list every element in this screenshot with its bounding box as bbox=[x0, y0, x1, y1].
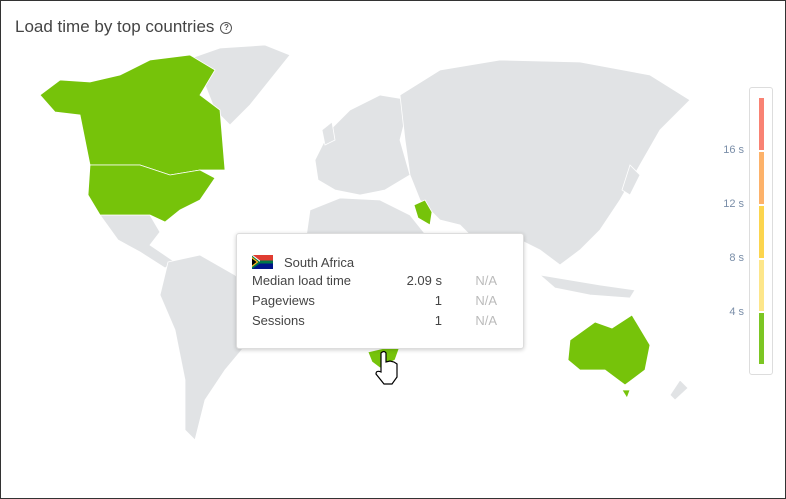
tooltip-row: Sessions 1 N/A bbox=[252, 313, 512, 331]
row-value: 1 bbox=[434, 313, 442, 328]
color-scale-legend bbox=[749, 87, 773, 375]
legend-tick: 12 s bbox=[723, 198, 744, 210]
row-compare: N/A bbox=[475, 273, 497, 288]
tooltip-row: Median load time 2.09 s N/A bbox=[252, 273, 512, 291]
indonesia[interactable] bbox=[538, 274, 636, 299]
country-tooltip: South Africa Median load time 2.09 s N/A P… bbox=[236, 233, 524, 349]
canada-alaska[interactable] bbox=[39, 54, 226, 176]
uk[interactable] bbox=[321, 121, 336, 146]
widget-title: Load time by top countries? bbox=[15, 17, 233, 37]
legend-tick: 4 s bbox=[729, 306, 744, 318]
iraq[interactable] bbox=[413, 199, 433, 226]
south-africa-flag-icon bbox=[252, 255, 273, 269]
tooltip-country: South Africa bbox=[284, 255, 355, 270]
row-compare: N/A bbox=[475, 313, 497, 328]
japan[interactable] bbox=[621, 164, 641, 196]
title-text: Load time by top countries bbox=[15, 17, 215, 36]
united-states[interactable] bbox=[87, 164, 216, 223]
legend-segment bbox=[759, 206, 764, 258]
legend-segment bbox=[759, 98, 764, 150]
legend-tick: 8 s bbox=[729, 252, 744, 264]
row-label: Sessions bbox=[252, 313, 305, 328]
tasmania[interactable] bbox=[621, 389, 631, 399]
legend-segment bbox=[759, 260, 764, 311]
row-value: 2.09 s bbox=[406, 273, 442, 288]
question-circle-icon[interactable]: ? bbox=[220, 22, 233, 34]
row-compare: N/A bbox=[475, 293, 497, 308]
tooltip-row: Pageviews 1 N/A bbox=[252, 293, 512, 311]
australia[interactable] bbox=[567, 314, 651, 386]
hand-cursor-icon bbox=[375, 350, 398, 385]
new-zealand[interactable] bbox=[669, 379, 689, 401]
row-label: Median load time bbox=[252, 273, 351, 288]
greenland[interactable] bbox=[179, 44, 291, 126]
legend-segment bbox=[759, 152, 764, 204]
europe[interactable] bbox=[314, 94, 411, 196]
row-value: 1 bbox=[434, 293, 442, 308]
row-label: Pageviews bbox=[252, 293, 315, 308]
mexico-central-america[interactable] bbox=[99, 214, 176, 269]
legend-tick: 16 s bbox=[723, 144, 744, 156]
legend-segment bbox=[759, 313, 764, 364]
